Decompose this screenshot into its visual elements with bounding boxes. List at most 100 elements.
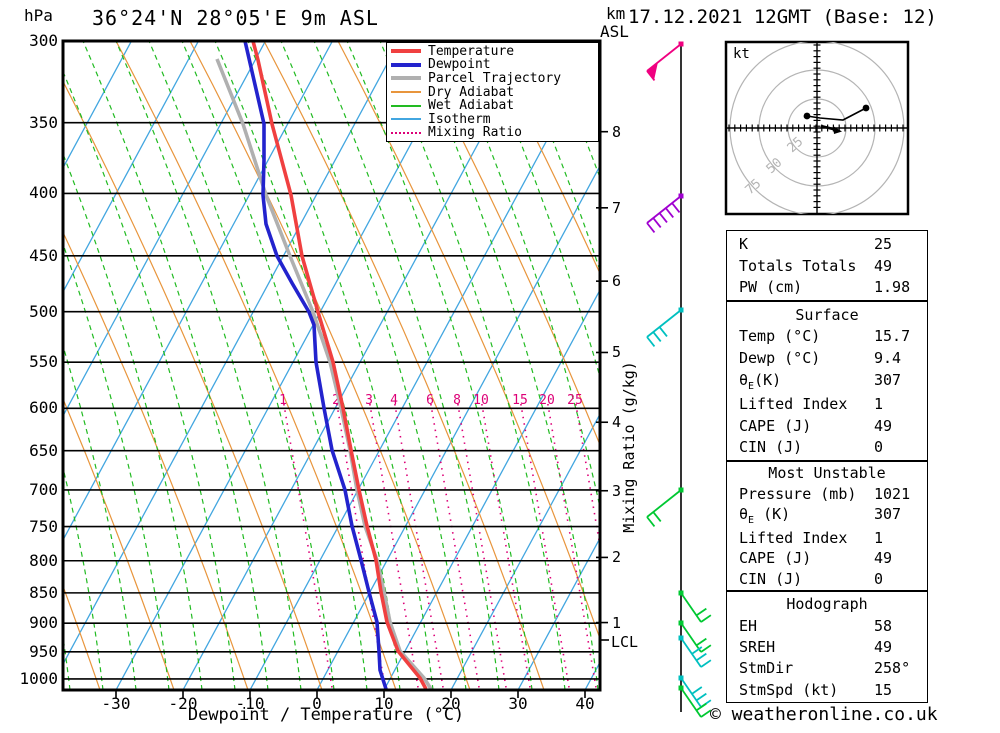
wind-barb	[646, 41, 684, 81]
wet-adiabat-line	[63, 152, 203, 690]
wind-barb	[678, 635, 712, 668]
pressure-tick-label: 800	[29, 550, 58, 570]
stat-row: K 25	[727, 235, 927, 253]
stat-value: 307	[874, 505, 902, 524]
mixing-ratio-line	[369, 403, 420, 690]
temp-tick-label: -30	[101, 694, 131, 713]
barb-staff	[680, 677, 702, 708]
stat-label: StmSpd (kt)	[739, 680, 839, 699]
stat-row: θE(K) 307	[727, 371, 927, 392]
stat-value: 58	[874, 616, 893, 635]
barb-feather	[652, 511, 662, 522]
chart-legend: Temperature Dewpoint Parcel Trajectory Dry …	[386, 42, 599, 142]
hodograph-unit-label: kt	[733, 46, 750, 62]
pressure-axis-unit: hPa	[24, 6, 53, 25]
pressure-tick-label: 400	[29, 183, 58, 203]
theta-e-subscript: E	[748, 380, 755, 392]
stat-row: Lifted Index 1	[727, 395, 927, 413]
stat-label: PW (cm)	[739, 278, 803, 297]
isotherm-line	[63, 41, 133, 170]
stat-value: 307	[874, 370, 902, 389]
stat-value: 0	[874, 569, 884, 588]
legend-label: Dry Adiabat	[428, 84, 515, 100]
wind-barb	[646, 307, 684, 347]
stat-value: 1	[874, 395, 884, 414]
legend-label: Temperature	[428, 43, 515, 59]
wind-barb	[678, 620, 712, 653]
barb-feather	[700, 614, 712, 623]
stat-panel-header: Hodograph	[786, 595, 868, 614]
stat-panel: Hodograph EH 58 SREH 49 StmDir 258° StmSpd (kt)…	[726, 591, 928, 703]
stat-row: CAPE (J) 49	[727, 549, 927, 567]
stat-value: 15.7	[874, 327, 911, 346]
mixing-ratio-line	[547, 403, 598, 690]
mixing-ratio-line	[430, 403, 481, 690]
stat-panel-header: Surface	[795, 305, 859, 324]
wind-barb	[646, 487, 684, 527]
pressure-tick-label: 450	[29, 245, 58, 265]
barb-level-dot	[678, 193, 684, 199]
stat-row: CIN (J) 0	[727, 438, 927, 456]
wind-barb	[678, 590, 712, 623]
km-tick-label: 3	[612, 481, 622, 500]
barb-feather	[646, 222, 656, 233]
temp-tick-label: -20	[168, 694, 198, 713]
legend-row: Wet Adiabat	[387, 99, 598, 112]
barb-feather	[652, 331, 662, 342]
legend-line-sample	[391, 118, 421, 121]
barb-level-dot	[678, 620, 684, 626]
legend-row: Isotherm	[387, 113, 598, 126]
barb-feather	[652, 217, 662, 228]
stat-panel: Most Unstable Pressure (mb) 1021 θE (K) 307 L…	[726, 461, 928, 591]
wet-adiabat-line	[181, 41, 368, 690]
wet-adiabat-line	[82, 41, 269, 690]
stat-panel: Surface Temp (°C) 15.7 Dewp (°C) 9.4 θE(K) 307…	[726, 301, 928, 461]
stat-label: StmDir	[739, 659, 794, 678]
stat-value: 49	[874, 549, 893, 568]
temp-tick-label: 10	[374, 694, 394, 713]
km-tick-label: 4	[612, 413, 622, 432]
barb-feather	[691, 686, 703, 695]
stat-label: Totals Totals	[739, 256, 857, 275]
barb-level-dot	[678, 307, 684, 313]
mixing-ratio-value-label: 15	[512, 393, 528, 408]
barb-level-dot	[678, 487, 684, 493]
run-datetime: 17.12.2021 12GMT (Base: 12)	[628, 6, 937, 28]
stat-row: CAPE (J) 49	[727, 417, 927, 435]
pressure-tick-label: 950	[29, 641, 58, 661]
legend-row: Dewpoint	[387, 58, 598, 71]
pressure-tick-label: 700	[29, 479, 58, 499]
stat-value: 49	[874, 637, 893, 656]
pressure-tick-label: 300	[29, 31, 58, 50]
dry-adiabat-line	[115, 41, 397, 690]
km-tick-label: 1	[612, 613, 622, 632]
height-axis-unit-asl: ASL	[600, 22, 629, 41]
pressure-tick-label: 650	[29, 440, 58, 460]
mixing-ratio-value-label: 2	[332, 393, 340, 408]
legend-line-sample	[391, 62, 421, 67]
mixing-ratio-value-label: 10	[473, 393, 489, 408]
mixing-ratio-value-label: 6	[426, 393, 434, 408]
barb-feather	[695, 637, 707, 647]
stat-label: θE (K)	[739, 505, 791, 527]
stat-value: 49	[874, 416, 893, 435]
barb-feather	[695, 652, 707, 662]
mixing-ratio-line	[520, 403, 571, 690]
stat-label: CAPE (J)	[739, 549, 812, 568]
barb-staff	[680, 637, 702, 668]
hodograph-wind-trace	[806, 107, 867, 121]
stat-row: Dewp (°C) 9.4	[727, 349, 927, 367]
legend-row: Dry Adiabat	[387, 86, 598, 99]
legend-label: Wet Adiabat	[428, 98, 515, 114]
barb-staff	[680, 687, 702, 718]
height-axis-unit-km: km	[606, 4, 626, 23]
dry-adiabat-line	[63, 230, 249, 690]
wet-adiabat-line	[148, 41, 335, 690]
km-tick-label: 8	[612, 122, 622, 141]
stat-value: 258°	[874, 659, 911, 678]
parcel-trajectory-curve	[215, 58, 433, 690]
barb-feather	[695, 692, 707, 702]
stat-value: 9.4	[874, 348, 902, 367]
mixing-ratio-axis-title: Mixing Ratio (g/kg)	[620, 361, 638, 533]
